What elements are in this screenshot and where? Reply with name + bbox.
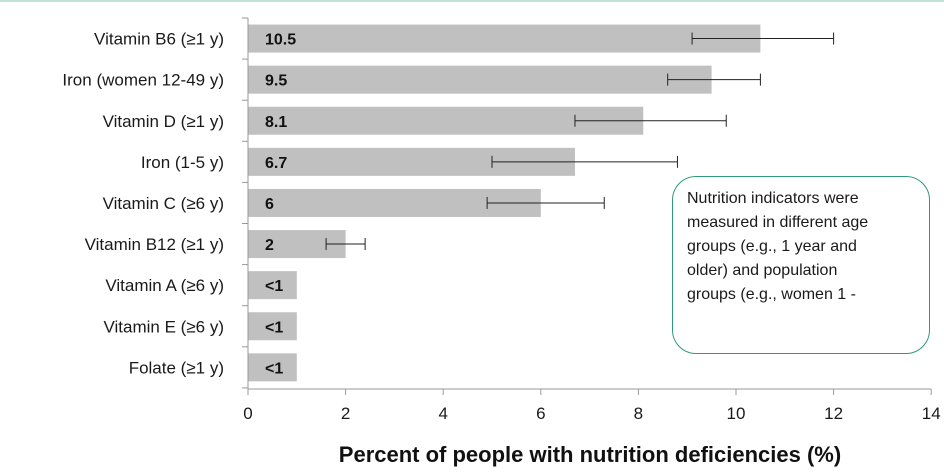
bar-value-label-4: 6.7	[265, 155, 287, 172]
category-label-7: Vitamin A (≥6 y)	[105, 276, 224, 295]
x-tick-label-3: 6	[536, 404, 545, 423]
bar-value-label-1: 10.5	[265, 32, 296, 49]
bar-value-label-7: <1	[265, 278, 283, 295]
category-label-4: Iron (1-5 y)	[141, 153, 224, 172]
bar-7	[248, 271, 297, 300]
bar-9	[248, 353, 297, 382]
bars-layer	[248, 24, 761, 382]
x-axis-title: Percent of people with nutrition deficie…	[339, 442, 841, 467]
bar-2	[248, 65, 712, 94]
labels-layer: 10.5 Vitamin B6 (≥1 y) 9.5 Iron (women 12-4…	[62, 30, 940, 423]
category-label-8: Vitamin E (≥6 y)	[104, 317, 225, 336]
bar-1	[248, 24, 761, 53]
x-tick-label-6: 12	[824, 404, 843, 423]
bar-value-label-8: <1	[265, 319, 283, 336]
x-tick-label-0: 0	[243, 404, 252, 423]
x-tick-label-1: 2	[341, 404, 350, 423]
category-label-3: Vitamin D (≥1 y)	[103, 112, 224, 131]
x-tick-label-7: 14	[922, 404, 941, 423]
bar-8	[248, 312, 297, 341]
bar-value-label-6: 2	[265, 237, 274, 254]
bar-value-label-9: <1	[265, 360, 283, 377]
error-bars-layer	[325, 32, 835, 251]
annotation-box: Nutrition indicators were measured in di…	[672, 176, 930, 354]
category-label-1: Vitamin B6 (≥1 y)	[94, 30, 224, 49]
category-label-2: Iron (women 12-49 y)	[62, 71, 224, 90]
axes-layer	[242, 17, 932, 395]
category-label-9: Folate (≥1 y)	[129, 358, 224, 377]
bar-value-label-3: 8.1	[265, 114, 287, 131]
x-tick-label-4: 8	[634, 404, 643, 423]
top-border	[0, 0, 944, 2]
x-tick-label-5: 10	[727, 404, 746, 423]
category-label-6: Vitamin B12 (≥1 y)	[85, 235, 224, 254]
category-label-5: Vitamin C (≥6 y)	[103, 194, 224, 213]
x-tick-label-2: 4	[438, 404, 447, 423]
bar-value-label-2: 9.5	[265, 73, 287, 90]
bar-value-label-5: 6	[265, 196, 274, 213]
